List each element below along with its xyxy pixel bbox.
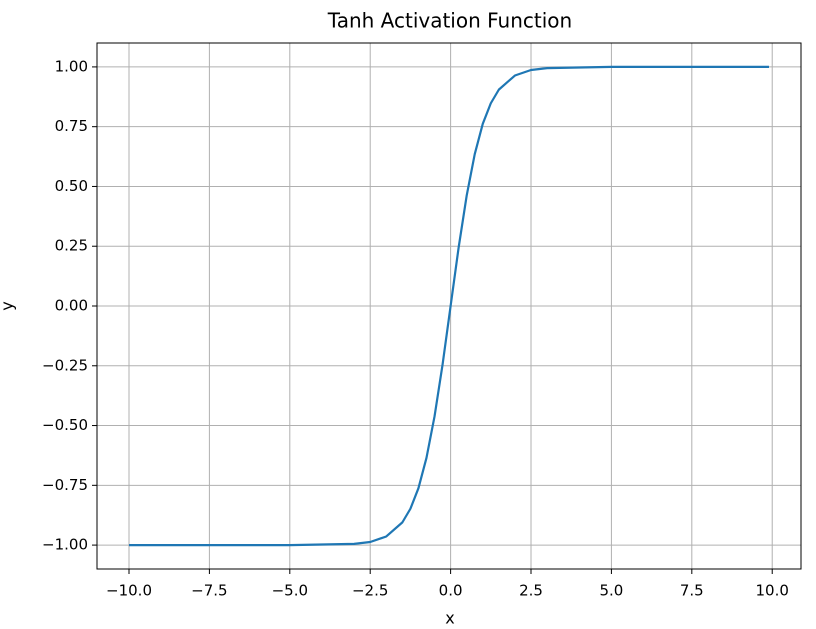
plot-frame — [96, 42, 802, 570]
x-axis-label: x — [445, 609, 454, 628]
x-tick-label: −2.5 — [352, 582, 388, 600]
x-tick-label: 0.0 — [439, 582, 463, 600]
chart-title: Tanh Activation Function — [327, 9, 572, 33]
y-tick-label: 1.00 — [55, 57, 88, 75]
y-tick-label: 0.50 — [55, 177, 88, 195]
x-tick-label: 7.5 — [680, 582, 704, 600]
y-tick-label: −0.50 — [42, 416, 88, 434]
y-tick-label: −1.00 — [42, 536, 88, 554]
y-tick-label: 0.00 — [55, 297, 88, 315]
y-tick-label: −0.75 — [42, 476, 88, 494]
x-tick-label: 2.5 — [519, 582, 543, 600]
y-tick-label: −0.25 — [42, 356, 88, 374]
x-tick-label: −7.5 — [191, 582, 227, 600]
x-tick-label: 5.0 — [599, 582, 623, 600]
line — [129, 65, 769, 547]
y-axis-label: y — [0, 301, 17, 310]
x-tick-label: −5.0 — [272, 582, 308, 600]
y-tick-label: 0.25 — [55, 237, 88, 255]
x-tick-label: 10.0 — [756, 582, 789, 600]
x-tick-label: −10.0 — [106, 582, 152, 600]
y-tick-label: 0.75 — [55, 117, 88, 135]
